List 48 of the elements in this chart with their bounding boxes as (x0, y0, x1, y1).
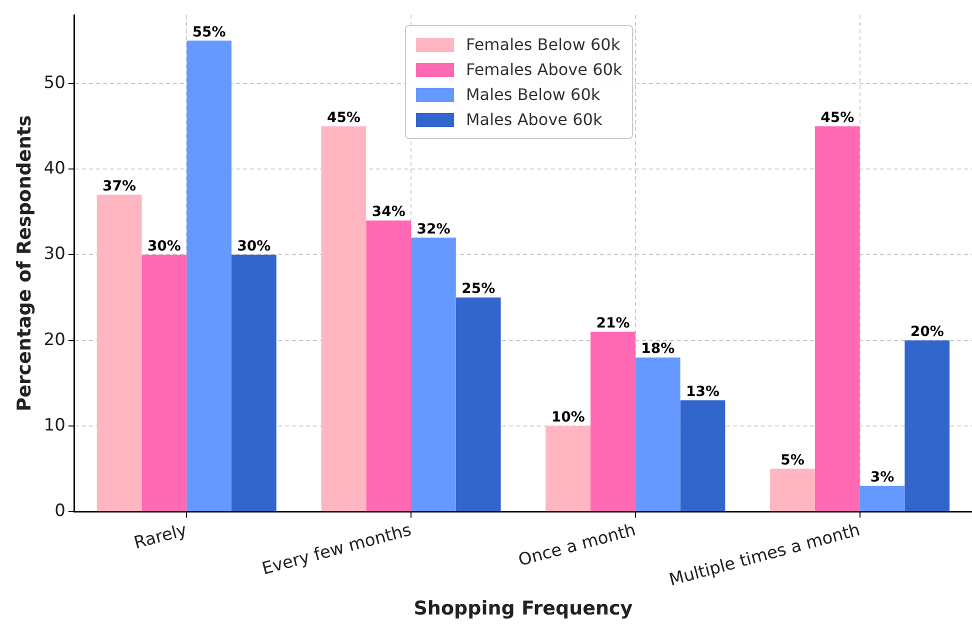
y-tick-label: 40 (44, 158, 66, 179)
bar (96, 194, 142, 512)
bar (680, 400, 726, 512)
x-tick-label: Rarely (132, 520, 190, 554)
data-label: 20% (910, 324, 944, 340)
legend-label: Males Above 60k (466, 109, 602, 131)
bar (635, 357, 680, 512)
y-tick-label: 10 (44, 415, 66, 436)
data-label: 21% (596, 315, 630, 332)
x-tick-label: Every few months (260, 520, 414, 580)
bar (814, 126, 860, 512)
data-label: 45% (326, 110, 360, 126)
data-label: 37% (102, 178, 136, 194)
data-label: 45% (820, 110, 854, 126)
y-tick-label: 20 (44, 330, 66, 350)
data-label: 13% (686, 384, 720, 400)
bar (770, 468, 815, 512)
bar (860, 486, 905, 512)
data-label: 34% (372, 204, 406, 220)
bar (321, 126, 366, 512)
bar (186, 40, 232, 512)
x-tick-label: Once a month (516, 520, 638, 571)
legend-label: Females Above 60k (466, 59, 622, 81)
data-label: 10% (551, 410, 585, 426)
bar (142, 254, 187, 512)
bar (366, 220, 412, 512)
data-label: 3% (870, 470, 894, 486)
data-label: 30% (147, 238, 181, 254)
bar (904, 340, 950, 512)
bar (546, 426, 591, 512)
y-tick-label: 0 (54, 501, 66, 522)
data-label: 55% (192, 24, 226, 40)
x-tick-label: Multiple times a month (667, 520, 862, 590)
legend-label: Females Below 60k (466, 34, 620, 56)
data-label: 18% (641, 341, 675, 358)
bar (232, 254, 276, 512)
data-label: 5% (780, 452, 804, 468)
legend-label: Males Below 60k (466, 84, 600, 106)
data-label: 25% (462, 281, 496, 298)
y-axis-title: Percentage of Respondents (13, 115, 36, 412)
data-label: 30% (237, 238, 271, 254)
bar (456, 298, 501, 512)
y-tick-label: 50 (44, 72, 66, 93)
y-tick-label: 30 (44, 244, 66, 264)
bar (590, 332, 636, 512)
x-axis-title: Shopping Frequency (414, 598, 634, 620)
data-label: 32% (416, 221, 450, 238)
bar (411, 238, 456, 512)
